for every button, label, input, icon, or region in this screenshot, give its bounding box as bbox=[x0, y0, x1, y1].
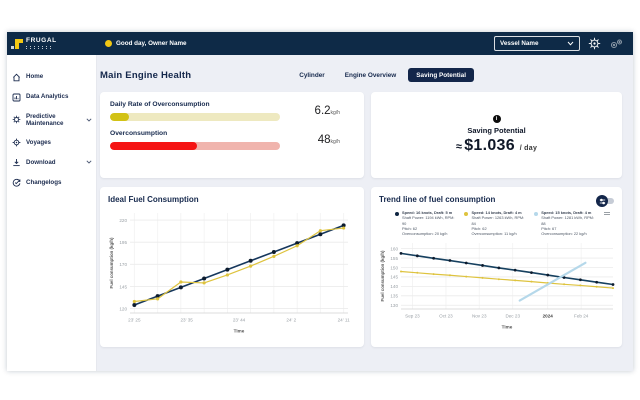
chart-title: Trend line of fuel consumption bbox=[379, 195, 496, 204]
svg-text:135: 135 bbox=[390, 294, 398, 299]
overconsumption-progress-bar bbox=[110, 142, 280, 150]
sidebar-item-download[interactable]: Download bbox=[7, 152, 96, 172]
tab-cylinder[interactable]: Cylinder bbox=[299, 71, 325, 79]
trend-line-chart: 130 135 140 145 150 155 160 Sep 23 Oct 23 Nov 23 D… bbox=[380, 243, 615, 330]
tab-saving-potential[interactable]: Saving Potential bbox=[408, 68, 474, 82]
trend-line-card: Trend line of fuel consumption bbox=[371, 187, 622, 347]
svg-text:150: 150 bbox=[390, 266, 398, 271]
info-icon[interactable]: i bbox=[492, 115, 501, 123]
chevron-down-icon bbox=[86, 160, 92, 164]
sidebar-item-voyages[interactable]: Voyages bbox=[7, 132, 96, 152]
greeting: Good day, Owner Name bbox=[105, 40, 187, 47]
chart-legend: Speed: 16 knots, Draft: 5 m Shaft Power:… bbox=[395, 210, 614, 236]
svg-text:130: 130 bbox=[390, 303, 398, 308]
sidebar-item-label: Data Analytics bbox=[26, 93, 69, 101]
chart-toggle[interactable] bbox=[605, 198, 614, 204]
daily-rate-label: Daily Rate of Overconsumption bbox=[110, 101, 210, 108]
svg-text:195: 195 bbox=[119, 240, 127, 245]
svg-text:220: 220 bbox=[119, 218, 127, 223]
overconsumption-metrics-card: Daily Rate of Overconsumption 6.2kg/h Ov… bbox=[100, 92, 364, 178]
chart-settings-icon[interactable] bbox=[596, 195, 608, 207]
svg-text:Time: Time bbox=[234, 329, 245, 334]
tab-engine-overview[interactable]: Engine Overview bbox=[344, 71, 397, 79]
legend-dot bbox=[395, 211, 399, 216]
svg-text:170: 170 bbox=[119, 262, 127, 267]
status-dot-icon bbox=[105, 40, 112, 47]
brand-logo: FRUGAL bbox=[7, 37, 97, 50]
sidebar-item-home[interactable]: Home bbox=[7, 67, 96, 87]
chevron-down-icon bbox=[86, 118, 92, 122]
svg-text:Fuel consumption (kg/h): Fuel consumption (kg/h) bbox=[109, 237, 114, 289]
tab-bar: Cylinder Engine Overview Saving Potentia… bbox=[291, 68, 474, 82]
vessel-selector-label: Vessel Name bbox=[500, 40, 539, 47]
helm-icon[interactable] bbox=[588, 37, 601, 50]
home-icon bbox=[12, 73, 21, 81]
sidebar-item-label: Predictive Maintenance bbox=[26, 112, 64, 127]
saving-potential-title: Saving Potential bbox=[467, 125, 526, 135]
svg-text:120: 120 bbox=[119, 306, 127, 311]
legend-series-1: Speed: 16 knots, Draft: 5 m Shaft Power:… bbox=[395, 210, 455, 236]
gear-icon bbox=[12, 115, 21, 124]
gears-icon[interactable] bbox=[609, 38, 624, 50]
saving-potential-card: i Saving Potential ≈ $1.036 / day bbox=[371, 92, 622, 178]
sidebar-item-label: Download bbox=[26, 158, 56, 166]
svg-text:Time: Time bbox=[502, 325, 513, 330]
sidebar-item-label: Voyages bbox=[26, 138, 51, 146]
chart-title: Ideal Fuel Consumption bbox=[108, 195, 199, 204]
daily-rate-metric: Daily Rate of Overconsumption 6.2kg/h bbox=[110, 101, 354, 121]
saving-potential-value: ≈ $1.036 / day bbox=[455, 137, 538, 154]
ideal-fuel-consumption-card: Ideal Fuel Consumption 120 145 170 195 220 23… bbox=[100, 187, 364, 347]
svg-text:Nov 23: Nov 23 bbox=[472, 314, 487, 319]
svg-text:155: 155 bbox=[390, 256, 398, 261]
sidebar: Home Data Analytics bbox=[7, 55, 97, 371]
legend-series-3: Speed: 15 knots, Draft: 4 m Shaft Power:… bbox=[534, 210, 595, 236]
sidebar-item-label: Changelogs bbox=[26, 178, 62, 186]
svg-text:Sep 23: Sep 23 bbox=[405, 314, 420, 319]
top-bar: FRUGAL Good day, Owner Name Vessel Name bbox=[7, 32, 633, 55]
main-content: Main Engine Health Cylinder Engine Overv… bbox=[97, 55, 633, 371]
frugal-logo-icon bbox=[11, 37, 23, 50]
page-title: Main Engine Health bbox=[100, 69, 192, 81]
greeting-text: Good day, Owner Name bbox=[116, 40, 187, 47]
chevron-down-icon bbox=[567, 41, 574, 46]
svg-text:23' 25: 23' 25 bbox=[128, 317, 141, 322]
daily-rate-progress-bar bbox=[110, 113, 280, 121]
svg-text:Fuel consumption (kg/h): Fuel consumption (kg/h) bbox=[380, 250, 385, 302]
svg-text:2024: 2024 bbox=[543, 314, 554, 319]
svg-text:145: 145 bbox=[119, 284, 127, 289]
bar-chart-icon bbox=[12, 93, 21, 101]
app-window: FRUGAL Good day, Owner Name Vessel Name bbox=[7, 32, 633, 371]
vessel-selector[interactable]: Vessel Name bbox=[494, 36, 580, 51]
svg-text:Dec 23: Dec 23 bbox=[505, 314, 520, 319]
brand-name: FRUGAL bbox=[26, 37, 57, 44]
svg-text:145: 145 bbox=[390, 275, 398, 280]
download-icon bbox=[13, 158, 20, 166]
svg-text:24' 11: 24' 11 bbox=[338, 317, 350, 322]
svg-text:23' 35: 23' 35 bbox=[180, 317, 193, 322]
legend-dot bbox=[534, 211, 539, 216]
svg-text:160: 160 bbox=[390, 247, 398, 252]
legend-dot bbox=[464, 211, 469, 216]
svg-text:Oct 23: Oct 23 bbox=[439, 314, 453, 319]
legend-series-2: Speed: 14 knots, Draft: 4 m Shaft Power:… bbox=[464, 210, 525, 236]
svg-text:23' 44: 23' 44 bbox=[233, 317, 246, 322]
svg-text:140: 140 bbox=[390, 284, 398, 289]
overconsumption-label: Overconsumption bbox=[110, 130, 168, 137]
helm-icon bbox=[12, 138, 21, 147]
ideal-fuel-consumption-chart: 120 145 170 195 220 23' 25 23' 35 23' 44 24' 2 24… bbox=[109, 213, 350, 334]
sidebar-item-data-analytics[interactable]: Data Analytics bbox=[7, 87, 96, 107]
chart-menu-icon[interactable] bbox=[604, 210, 610, 215]
history-icon bbox=[12, 178, 21, 187]
overconsumption-value: 48kg/h bbox=[317, 134, 340, 146]
sidebar-item-label: Home bbox=[26, 73, 44, 81]
brand-subtext-dots bbox=[26, 46, 57, 49]
sidebar-item-predictive-maintenance[interactable]: Predictive Maintenance bbox=[7, 107, 96, 132]
overconsumption-metric: Overconsumption 48kg/h bbox=[110, 130, 354, 150]
svg-text:Feb 24: Feb 24 bbox=[574, 314, 589, 319]
svg-text:24' 2: 24' 2 bbox=[286, 317, 296, 322]
sidebar-item-changelogs[interactable]: Changelogs bbox=[7, 172, 96, 192]
daily-rate-value: 6.2kg/h bbox=[314, 105, 340, 117]
